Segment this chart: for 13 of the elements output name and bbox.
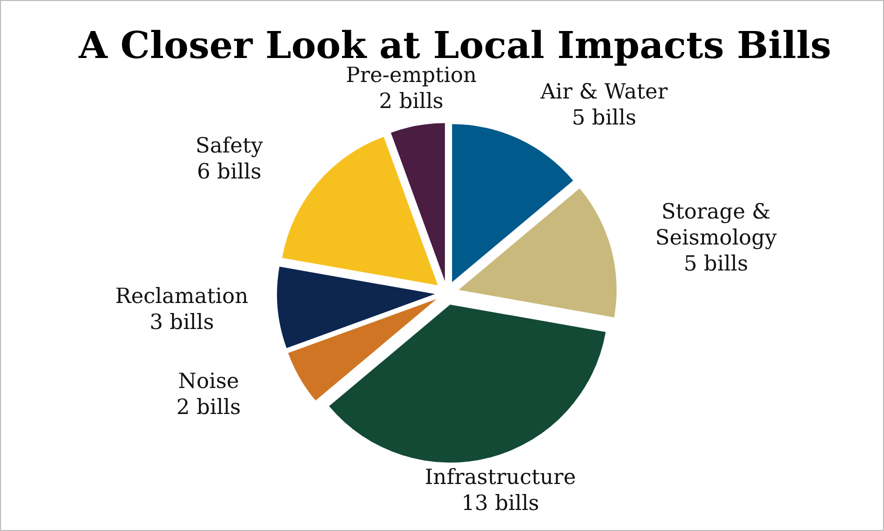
slice-label: Infrastructure — [424, 464, 576, 489]
slice-label: Reclamation — [115, 284, 248, 308]
data-label: 3 bills — [150, 310, 214, 334]
slice-label: Safety — [195, 134, 264, 158]
data-label: 2 bills — [176, 395, 241, 419]
data-label: 5 bills — [684, 252, 748, 276]
data-label: 5 bills — [572, 105, 636, 130]
data-label: 6 bills — [196, 160, 262, 184]
data-label: 2 bills — [379, 89, 444, 114]
data-label: 13 bills — [461, 490, 540, 515]
slice-label: Storage & Seismology — [655, 200, 777, 250]
slice-label: Air & Water — [539, 79, 669, 104]
slice-label: Noise — [178, 369, 240, 393]
